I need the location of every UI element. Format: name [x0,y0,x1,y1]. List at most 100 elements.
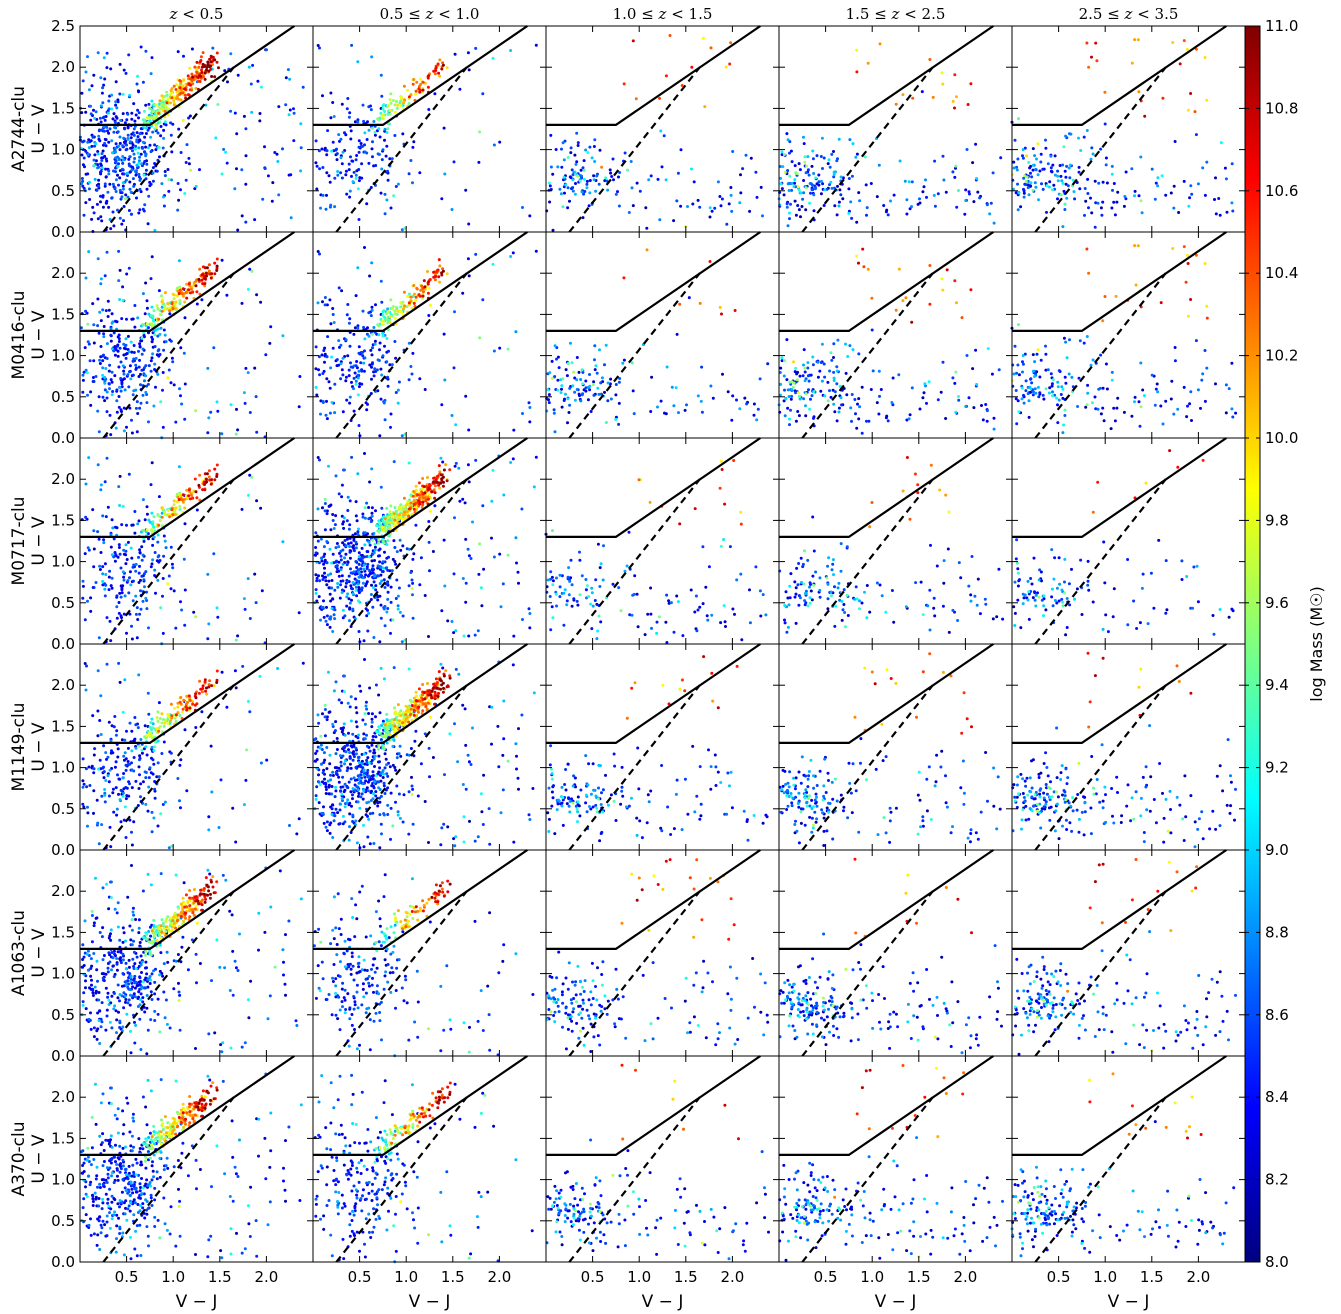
data-point [369,186,373,189]
data-point [575,356,579,359]
data-point [360,382,364,386]
data-point [886,419,890,423]
data-point [1024,389,1028,393]
data-point [1044,387,1048,391]
data-point [369,392,373,395]
data-point [560,405,564,409]
data-point [332,115,336,118]
data-point [701,602,705,606]
data-point [795,378,799,382]
data-point [157,145,161,149]
data-point [367,517,371,521]
data-point [119,119,123,122]
data-point [1036,173,1040,177]
data-point [125,143,128,147]
data-point [123,127,127,131]
data-point [137,146,141,150]
data-point [354,176,358,180]
data-point [341,410,345,414]
data-point [436,474,440,478]
data-point [435,480,439,484]
data-point [833,410,837,414]
data-point [1133,194,1136,198]
data-point [383,398,387,402]
data-point [391,618,395,622]
data-point [331,101,335,104]
data-point [395,306,398,309]
data-point [829,180,833,184]
data-point [138,612,142,616]
data-point [1099,412,1103,416]
data-point [154,148,158,152]
data-point [154,114,158,118]
panel-r0-c3 [777,25,1013,233]
data-point [162,534,166,538]
data-point [363,131,367,135]
data-point [122,372,126,376]
data-point [167,178,171,181]
data-point [1056,197,1059,201]
data-point [412,78,416,81]
data-point [215,51,219,55]
data-point [832,170,836,174]
data-point [678,302,682,306]
data-point [348,317,352,321]
data-point [135,140,139,144]
data-point [99,319,103,323]
data-point [194,490,198,494]
data-point [365,138,369,141]
data-point [573,390,577,394]
data-point [394,597,398,600]
data-point [1061,431,1065,435]
data-point [380,373,384,377]
data-point [1019,205,1023,209]
data-point [352,570,356,574]
data-point [197,277,201,281]
data-point [109,639,113,643]
data-point [573,170,577,174]
data-point [117,279,121,283]
data-point [163,510,167,514]
data-point [988,212,992,216]
data-point [555,357,558,361]
data-point [579,378,583,381]
data-point [320,353,324,357]
data-point [362,563,366,567]
data-point [396,607,400,611]
data-point [807,379,811,383]
data-point [164,104,168,108]
data-point [124,178,128,182]
data-point [931,95,935,99]
data-point [1190,192,1194,196]
data-point [114,319,117,323]
data-point [1205,160,1209,164]
data-point [963,212,967,216]
data-point [474,46,478,50]
data-point [833,204,837,208]
data-point [604,421,608,424]
data-point [577,392,581,396]
data-point [1062,145,1066,149]
data-point [560,384,564,388]
data-point [855,152,859,156]
data-point [234,638,238,642]
data-point [986,347,990,351]
data-point [319,618,322,622]
data-point [158,313,162,316]
data-point [265,48,268,52]
data-point [633,574,637,578]
data-point [121,144,125,148]
data-point [631,204,635,208]
data-point [115,106,119,110]
data-point [1086,391,1090,395]
data-point [1021,360,1024,364]
data-point [324,413,328,417]
data-point [461,291,465,295]
panel-frame [1011,25,1246,233]
data-point [152,116,156,120]
data-point [630,186,634,190]
data-point [100,128,104,132]
data-point [345,595,349,599]
data-point [363,337,367,341]
data-point [733,309,737,312]
